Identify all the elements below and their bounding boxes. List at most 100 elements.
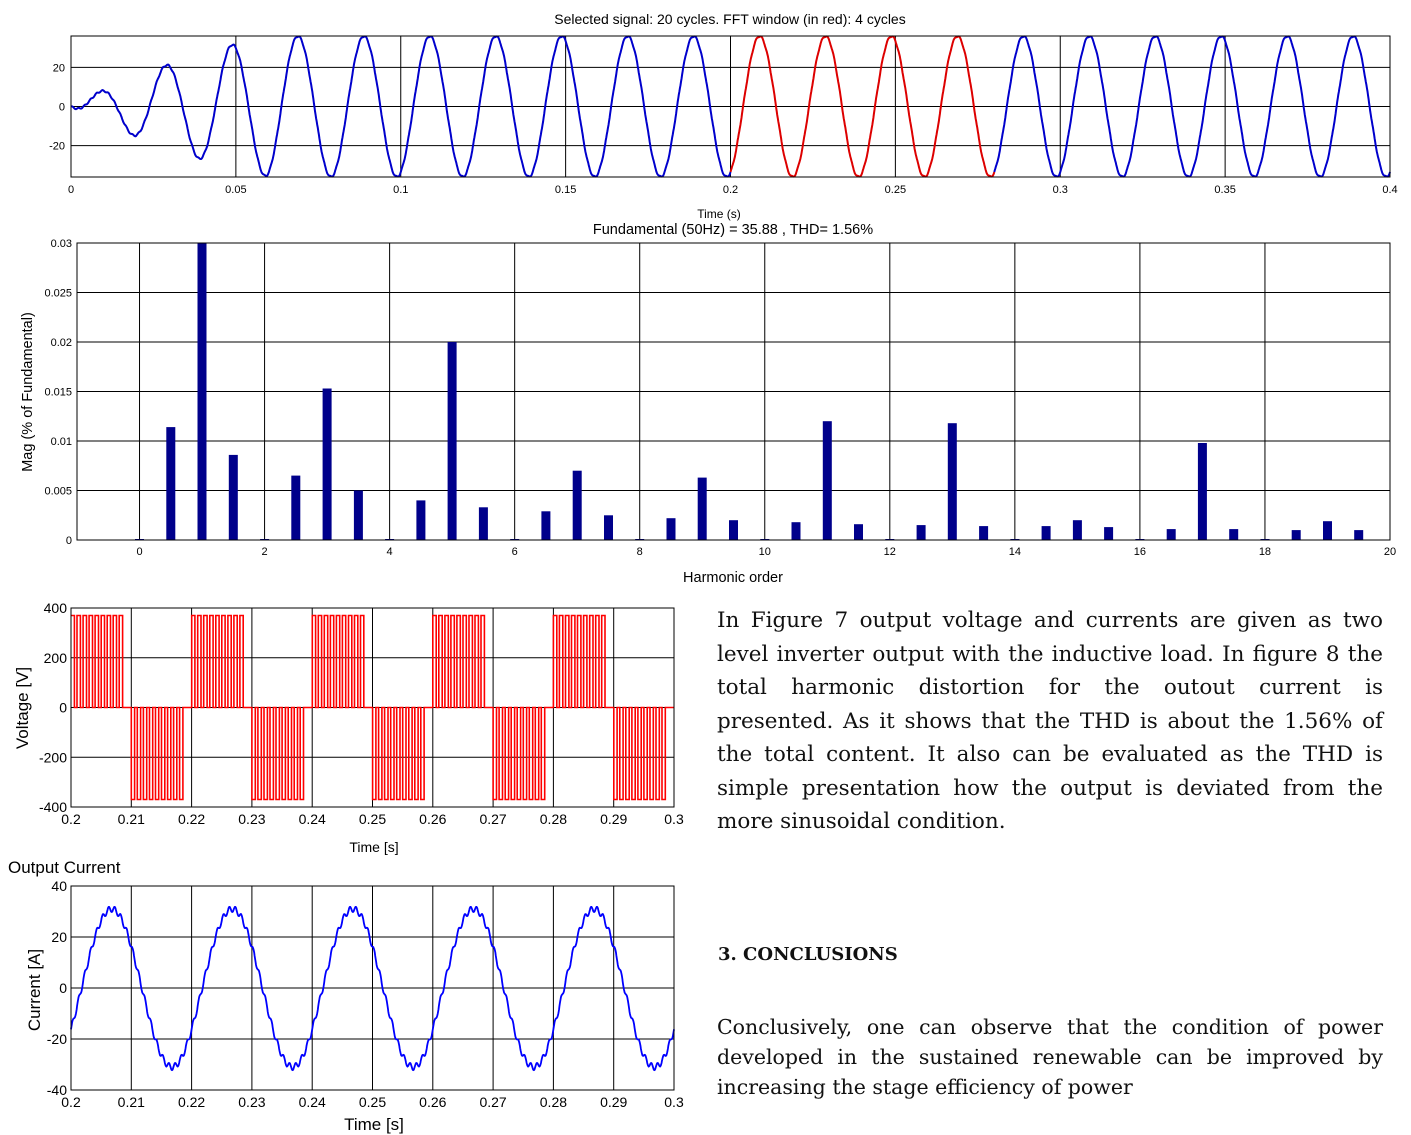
x-tick-label: 2	[262, 546, 268, 558]
fft-chart-ylabel: Mag (% of Fundamental)	[20, 312, 36, 472]
y-tick-label: -20	[47, 1031, 67, 1047]
x-tick-label: 0.26	[419, 1094, 446, 1110]
y-tick-label: 0.025	[44, 288, 72, 300]
x-tick-label: 0.1	[393, 184, 408, 196]
x-tick-label: 14	[1009, 546, 1021, 558]
plot-frame	[76, 242, 1391, 541]
harmonic-bar	[791, 522, 801, 540]
y-tick-label: -200	[39, 749, 67, 765]
signal-series-line	[70, 35, 732, 178]
x-tick-label: 20	[1384, 546, 1396, 558]
x-tick-label: 0.24	[299, 811, 326, 827]
harmonic-bar	[916, 525, 926, 540]
current-chart-title: Output Current	[8, 858, 121, 877]
y-tick-label: 0.01	[51, 436, 72, 448]
harmonic-bar	[572, 470, 582, 540]
fft-chart: 0 2 4 6 8 10 12 14 16 18 20 0.03 0.025 0.02 0.015 0.01 0…	[44, 238, 1396, 558]
y-tick-label: 20	[53, 62, 65, 74]
y-tick-label: 0.02	[51, 337, 72, 349]
harmonic-bar	[353, 490, 363, 540]
x-tick-label: 0.3	[664, 811, 684, 827]
y-tick-label: 40	[51, 878, 67, 894]
y-tick-label: 0	[59, 700, 67, 716]
plot-frame	[70, 35, 1391, 178]
fft-chart-title: Fundamental (50Hz) = 35.88 , THD= 1.56%	[593, 222, 873, 238]
fft-chart-xlabel: Harmonic order	[683, 570, 783, 586]
x-tick-label: 16	[1134, 546, 1146, 558]
signal-chart: 0 0.05 0.1 0.15 0.2 0.25 0.3 0.35 0.4 20 0 -20	[49, 35, 1398, 196]
x-tick-label: 0.35	[1214, 184, 1235, 196]
x-tick-label: 0.22	[178, 1094, 205, 1110]
x-tick-label: 0	[68, 184, 74, 196]
x-tick-label: 4	[387, 546, 393, 558]
x-tick-label: 0.26	[419, 811, 446, 827]
x-tick-label: 0.21	[118, 811, 145, 827]
y-tick-label: 20	[51, 929, 67, 945]
x-tick-label: 0.3	[664, 1094, 684, 1110]
current-chart-ylabel: Current [A]	[25, 949, 44, 1031]
harmonic-bar	[447, 342, 457, 540]
harmonic-bar	[1041, 526, 1051, 540]
voltage-chart-xlabel: Time [s]	[349, 839, 398, 855]
harmonic-bar	[947, 423, 957, 540]
x-tick-label: 0.2	[61, 811, 81, 827]
y-tick-label: -40	[47, 1082, 67, 1098]
harmonic-bar	[854, 524, 863, 540]
harmonic-bar	[666, 518, 676, 540]
harmonic-bar	[166, 427, 176, 540]
x-tick-label: 0.4	[1382, 184, 1397, 196]
voltage-chart: 0.2 0.21 0.22 0.23 0.24 0.25 0.26 0.27 0.28 0.29 0…	[39, 600, 684, 827]
y-tick-label: 0	[59, 102, 65, 114]
harmonic-bar	[1291, 530, 1301, 540]
harmonic-bar	[697, 477, 707, 540]
current-chart: 0.2 0.21 0.22 0.23 0.24 0.25 0.26 0.27 0.28 0.29 0…	[47, 878, 684, 1110]
x-tick-label: 0.23	[238, 1094, 265, 1110]
x-tick-label: 0.25	[359, 811, 386, 827]
x-tick-label: 0.05	[225, 184, 246, 196]
x-tick-label: 0.29	[600, 1094, 627, 1110]
x-tick-label: 0.3	[1053, 184, 1068, 196]
x-tick-label: 18	[1259, 546, 1271, 558]
y-tick-label: 0.015	[44, 387, 72, 399]
x-tick-label: 0.21	[118, 1094, 145, 1110]
body-paragraph-conclusions: Conclusively, one can observe that the c…	[717, 1015, 1383, 1099]
section-heading-conclusions: 3. CONCLUSIONS	[718, 944, 898, 965]
current-chart-xlabel: Time [s]	[344, 1115, 404, 1134]
harmonic-bar	[1229, 529, 1239, 540]
x-tick-label: 0.2	[723, 184, 738, 196]
harmonic-bar	[1166, 529, 1176, 540]
x-tick-label: 0.22	[178, 811, 205, 827]
x-tick-label: 0.24	[299, 1094, 326, 1110]
x-tick-label: 0	[136, 546, 142, 558]
harmonic-bar	[822, 421, 832, 540]
fft-window-line	[729, 35, 996, 178]
harmonic-bar	[979, 526, 989, 540]
x-tick-label: 0.25	[885, 184, 906, 196]
harmonic-bar	[197, 243, 207, 540]
y-tick-label: 0.03	[51, 238, 72, 250]
x-tick-label: 0.15	[555, 184, 576, 196]
harmonic-bar	[604, 515, 613, 541]
x-tick-label: 0.27	[479, 1094, 506, 1110]
voltage-series-line	[71, 614, 674, 801]
x-tick-label: 10	[759, 546, 771, 558]
harmonic-bar	[541, 511, 551, 540]
y-tick-label: -20	[49, 141, 65, 153]
y-tick-label: 0.005	[44, 486, 72, 498]
y-tick-label: -400	[39, 799, 67, 815]
current-series-line	[70, 906, 675, 1072]
harmonic-bar	[228, 454, 238, 540]
y-tick-label: 0	[59, 980, 67, 996]
x-tick-label: 8	[637, 546, 643, 558]
harmonic-bar	[1104, 527, 1114, 540]
harmonic-bar	[1072, 520, 1082, 540]
plot-frame	[70, 607, 675, 808]
signal-chart-title: Selected signal: 20 cycles. FFT window (…	[554, 11, 905, 27]
x-tick-label: 0.29	[600, 811, 627, 827]
harmonic-bar	[291, 475, 301, 540]
body-paragraph-results: In Figure 7 output voltage and currents …	[717, 608, 1383, 834]
x-tick-label: 0.28	[540, 1094, 567, 1110]
harmonic-bar	[1354, 530, 1364, 540]
harmonic-bar	[416, 500, 426, 540]
